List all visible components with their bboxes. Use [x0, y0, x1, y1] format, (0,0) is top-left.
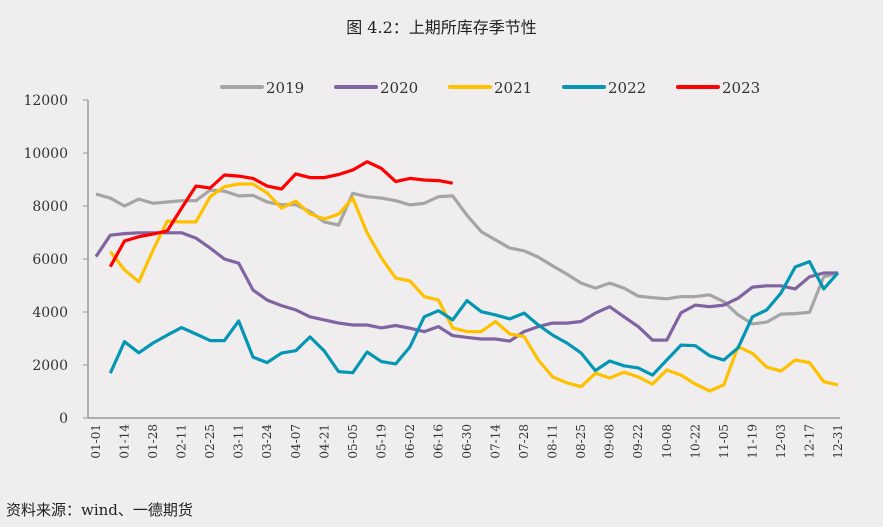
x-tick-label: 11-05: [717, 424, 731, 459]
x-tick-label: 06-16: [431, 424, 445, 459]
x-tick-label: 10-08: [660, 424, 674, 459]
x-tick-label: 04-21: [317, 424, 331, 459]
x-tick-label: 09-22: [631, 424, 645, 459]
x-tick-label: 05-19: [374, 424, 388, 459]
x-tick-label: 06-02: [403, 424, 417, 459]
legend-label-2019: 2019: [266, 79, 304, 97]
x-tick-label: 04-07: [289, 424, 303, 459]
y-tick-label: 0: [59, 411, 68, 427]
x-tick-label: 12-03: [774, 424, 788, 459]
x-tick-label: 02-25: [203, 424, 217, 459]
x-tick-label: 02-11: [175, 424, 189, 459]
series-line-2021: [109, 182, 839, 393]
legend-label-2023: 2023: [722, 79, 760, 97]
y-tick-label: 12000: [23, 93, 68, 109]
legend-label-2021: 2021: [494, 79, 532, 97]
legend-label-2020: 2020: [380, 79, 418, 97]
series-line-2023: [108, 160, 453, 268]
y-tick-label: 10000: [23, 146, 68, 162]
x-tick-label: 07-14: [489, 424, 503, 459]
y-tick-label: 8000: [32, 199, 68, 215]
x-tick-label: 03-11: [232, 424, 246, 459]
y-tick-label: 4000: [32, 305, 68, 321]
x-tick-label: 12-31: [831, 424, 845, 459]
y-tick-label: 2000: [32, 358, 68, 374]
x-tick-label: 08-25: [574, 424, 588, 459]
x-tick-label: 12-17: [802, 424, 816, 459]
series-line-2022: [108, 260, 840, 377]
x-tick-label: 01-28: [146, 424, 160, 459]
x-tick-label: 06-30: [460, 424, 474, 459]
x-tick-label: 11-19: [745, 424, 759, 459]
x-tick-label: 08-11: [546, 424, 560, 459]
x-tick-label: 05-05: [346, 424, 360, 459]
x-tick-label: 07-28: [517, 424, 531, 459]
y-tick-label: 6000: [32, 252, 68, 268]
x-tick-label: 03-24: [260, 424, 274, 459]
x-tick-label: 01-01: [89, 424, 103, 459]
legend-label-2022: 2022: [608, 79, 646, 97]
x-tick-label: 09-08: [603, 424, 617, 459]
x-tick-label: 01-14: [118, 424, 132, 459]
chart-title: 图 4.2：上期所库存季节性: [346, 18, 537, 37]
source-note: 资料来源：wind、一德期货: [6, 501, 193, 519]
series-line-2020: [94, 231, 838, 343]
x-tick-label: 10-22: [688, 424, 702, 459]
